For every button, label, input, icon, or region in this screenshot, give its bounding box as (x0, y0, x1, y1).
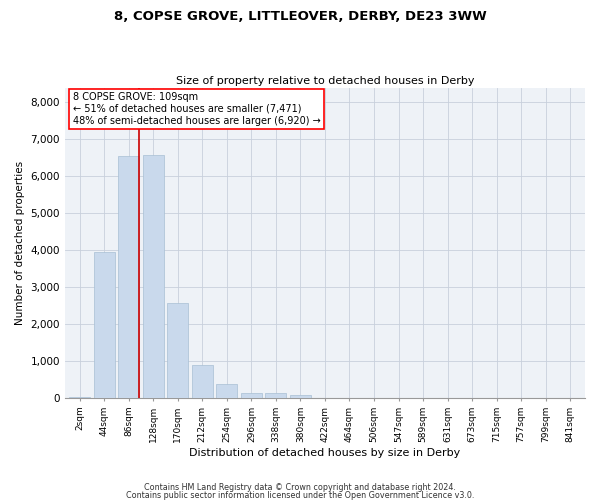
Bar (167, 302, 188, 398)
Y-axis label: Number of detached properties: Number of detached properties (15, 160, 25, 325)
Bar (94, 252, 115, 398)
Title: Size of property relative to detached houses in Derby: Size of property relative to detached ho… (176, 76, 474, 86)
Bar (69, 397, 90, 398)
Bar (192, 366, 213, 398)
Text: Contains public sector information licensed under the Open Government Licence v3: Contains public sector information licen… (126, 490, 474, 500)
Text: 8, COPSE GROVE, LITTLEOVER, DERBY, DE23 3WW: 8, COPSE GROVE, LITTLEOVER, DERBY, DE23 … (113, 10, 487, 23)
Text: Contains HM Land Registry data © Crown copyright and database right 2024.: Contains HM Land Registry data © Crown c… (144, 484, 456, 492)
Bar (143, 156, 164, 398)
Bar (241, 393, 262, 398)
Bar (118, 156, 139, 398)
Bar (265, 394, 286, 398)
Bar (217, 384, 237, 398)
Bar (290, 396, 311, 398)
X-axis label: Distribution of detached houses by size in Derby: Distribution of detached houses by size … (190, 448, 461, 458)
Text: 8 COPSE GROVE: 109sqm
← 51% of detached houses are smaller (7,471)
48% of semi-d: 8 COPSE GROVE: 109sqm ← 51% of detached … (73, 92, 320, 126)
